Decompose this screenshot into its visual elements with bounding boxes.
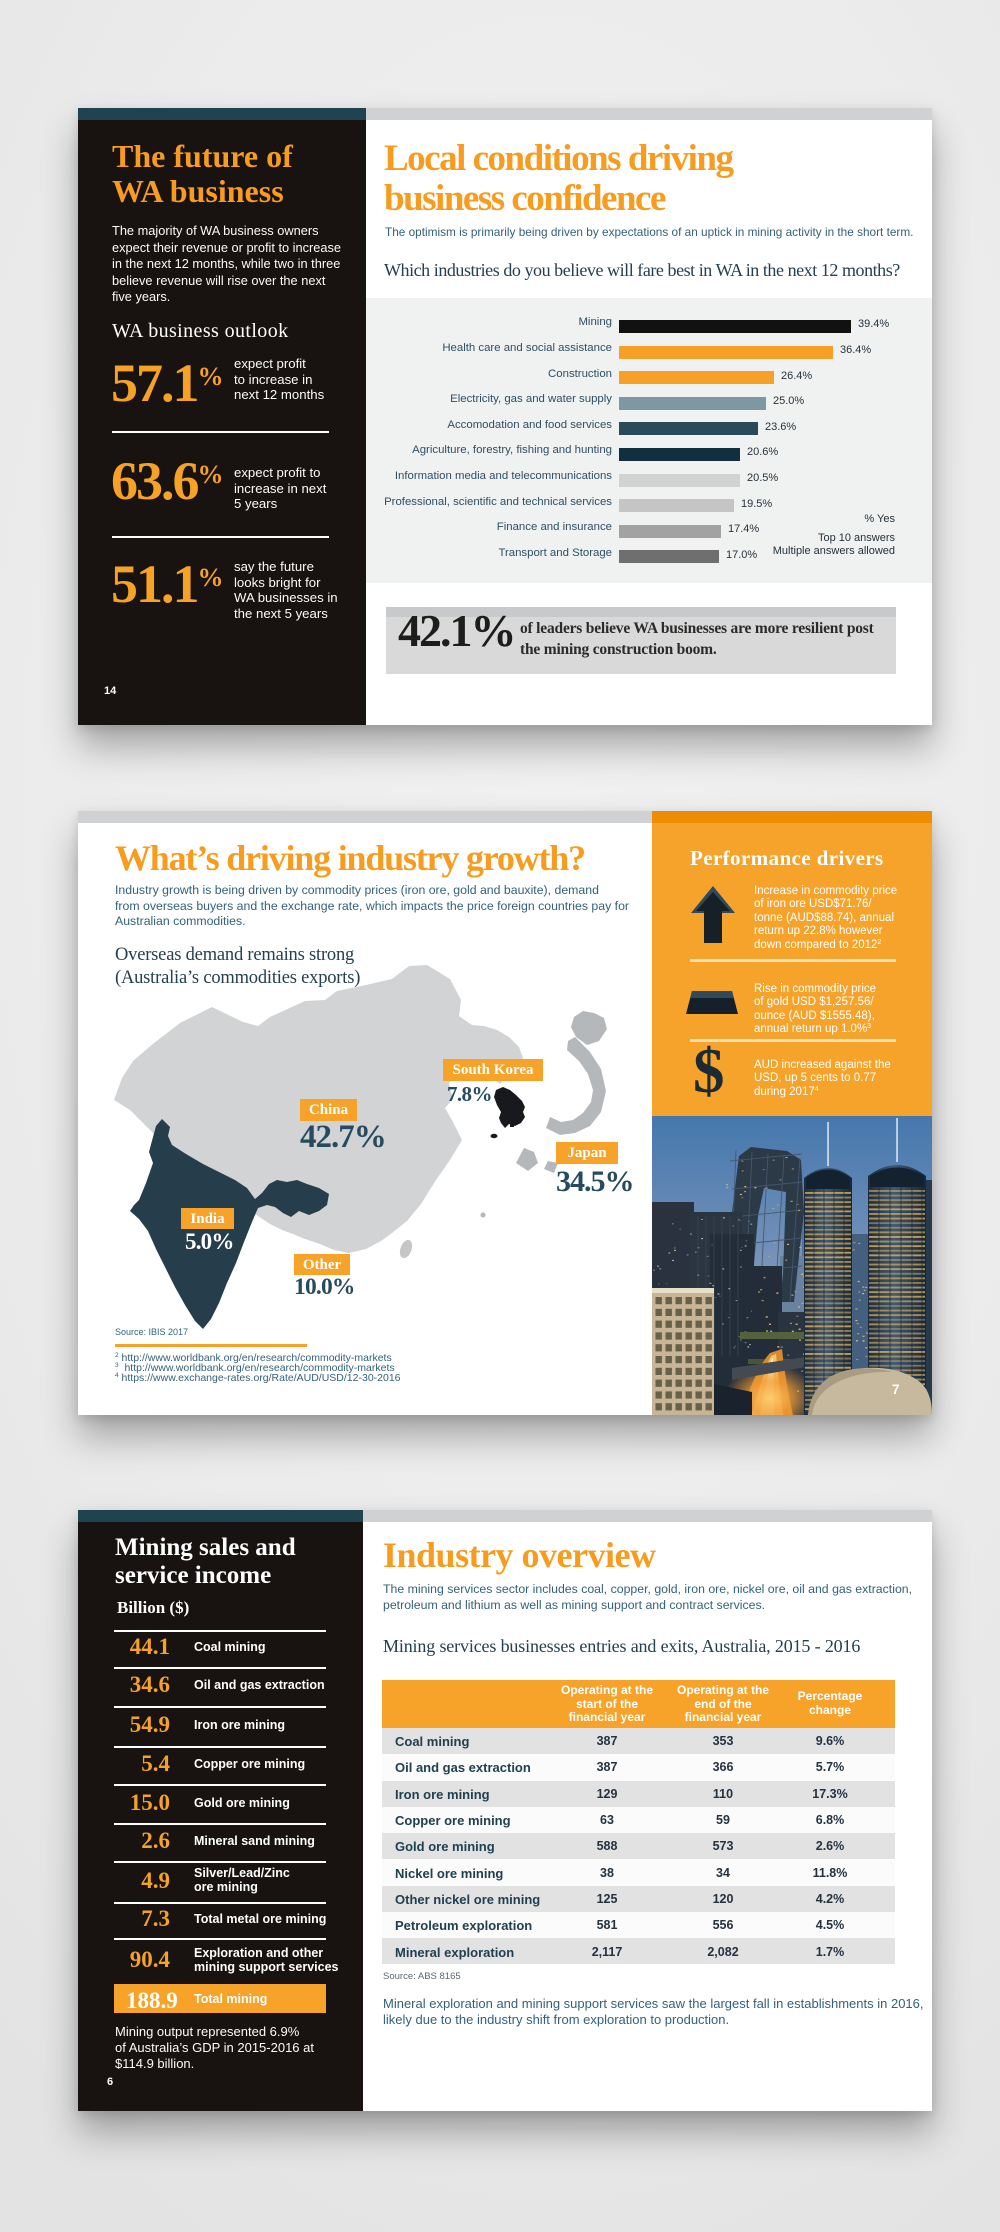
- svg-text:7: 7: [892, 1382, 900, 1397]
